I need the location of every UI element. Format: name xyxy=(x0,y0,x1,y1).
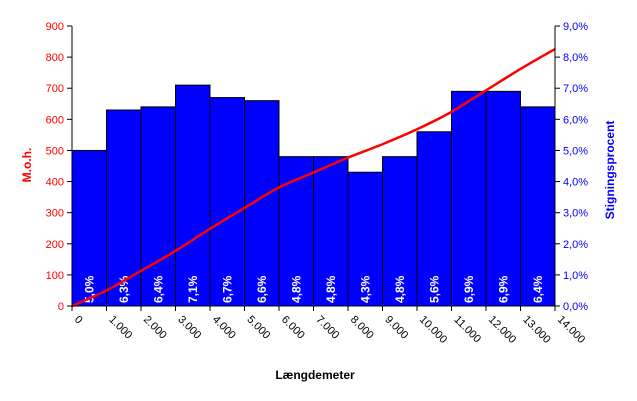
left-tick-label: 800 xyxy=(46,52,64,64)
right-tick-label: 6,0% xyxy=(563,114,588,126)
right-tick-label: 2,0% xyxy=(563,239,588,251)
x-tick-label: 11.000 xyxy=(451,314,483,346)
x-tick-label: 0 xyxy=(72,314,85,327)
left-axis-title: M.o.h. xyxy=(20,148,34,183)
left-tick-label: 900 xyxy=(46,21,64,33)
bar xyxy=(485,90,521,307)
bar-data-label: 4,8% xyxy=(324,275,338,303)
bar-data-label: 4,8% xyxy=(393,275,407,303)
right-tick-label: 3,0% xyxy=(563,208,588,220)
x-tick-label: 10.000 xyxy=(417,314,449,346)
x-tick-label: 3.000 xyxy=(175,314,203,342)
x-tick-label: 13.000 xyxy=(520,314,552,346)
bar-series xyxy=(71,84,556,307)
right-tick-label: 8,0% xyxy=(563,52,588,64)
right-tick-label: 0,0% xyxy=(563,301,588,313)
right-tick-label: 4,0% xyxy=(563,177,588,189)
bar-data-label: 6,7% xyxy=(220,275,234,303)
right-axis-title: Stigningsprocent xyxy=(603,121,617,220)
left-tick-label: 100 xyxy=(46,270,64,282)
bar-data-label: 6,6% xyxy=(255,275,269,303)
bar-data-label: 7,1% xyxy=(186,275,200,303)
left-tick-label: 0 xyxy=(58,301,64,313)
bar-data-label: 6,4% xyxy=(151,275,165,303)
x-tick-label: 8.000 xyxy=(348,314,376,342)
left-axis-ticks: 0 100 200 300 400 500 600 700 800 900 xyxy=(46,21,72,313)
line-series xyxy=(71,47,556,308)
x-tick-label: 6.000 xyxy=(279,314,307,342)
bar-data-label: 6,4% xyxy=(531,275,545,303)
right-tick-label: 7,0% xyxy=(563,83,588,95)
left-tick-label: 600 xyxy=(46,114,64,126)
x-tick-label: 2.000 xyxy=(141,314,169,342)
elevation-line xyxy=(71,47,556,308)
x-axis-title: Længdemeter xyxy=(275,368,355,382)
bar-data-label: 4,3% xyxy=(358,275,372,303)
x-tick-label: 5.000 xyxy=(244,314,272,342)
left-tick-label: 400 xyxy=(46,177,64,189)
bar-data-label: 5,6% xyxy=(427,275,441,303)
x-tick-label: 1.000 xyxy=(106,314,134,342)
bar xyxy=(71,149,107,307)
bar xyxy=(347,171,383,307)
left-tick-label: 200 xyxy=(46,239,64,251)
bar xyxy=(140,106,176,307)
left-tick-label: 700 xyxy=(46,83,64,95)
bar xyxy=(175,84,211,307)
x-tick-label: 7.000 xyxy=(313,314,341,342)
x-tick-label: 4.000 xyxy=(210,314,238,342)
bar xyxy=(451,90,487,307)
bar xyxy=(416,131,452,307)
bar-data-label: 6,9% xyxy=(462,275,476,303)
bar-data-label: 4,8% xyxy=(289,275,303,303)
bar-data-label: 6,9% xyxy=(496,275,510,303)
x-tick-label: 9.000 xyxy=(382,314,410,342)
left-tick-label: 500 xyxy=(46,145,64,157)
x-tick-label: 14.000 xyxy=(555,314,587,346)
bar xyxy=(244,100,280,307)
bar xyxy=(209,97,245,307)
x-tick-label: 12.000 xyxy=(486,314,518,346)
right-axis-ticks: 0,0% 1,0% 2,0% 3,0% 4,0% 5,0% 6,0% 7,0% 8,0% 9,0% xyxy=(555,21,588,313)
right-tick-label: 9,0% xyxy=(563,21,588,33)
right-tick-label: 5,0% xyxy=(563,145,588,157)
right-tick-label: 1,0% xyxy=(563,270,588,282)
x-axis-ticks: 0 1.000 2.000 3.000 4.000 5.000 6.000 7.000 8.00… xyxy=(71,306,587,346)
left-tick-label: 300 xyxy=(46,208,64,220)
